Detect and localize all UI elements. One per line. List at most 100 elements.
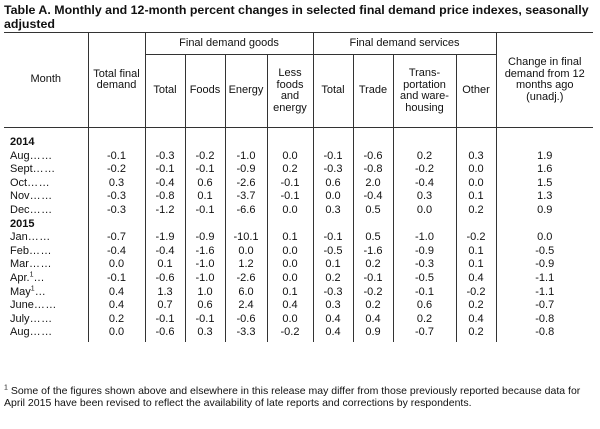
- value-cell: 0.1: [144, 258, 185, 272]
- table-row: Sept…… -0.2 -0.1 -0.1 -0.9 0.2 -0.3 -0.8 -0.2 0.0…: [4, 163, 593, 177]
- value-cell: 1.0: [184, 285, 225, 300]
- year-label: 2014: [10, 136, 35, 148]
- value-cell: -0.2: [87, 163, 145, 177]
- header-change-12-months: Change in final demand from 12 months ag…: [495, 32, 593, 128]
- value-cell: 0.2: [312, 271, 353, 286]
- value-cell: 0.6: [184, 299, 225, 313]
- value-cell: -0.2: [455, 285, 496, 300]
- month-label: Sept: [10, 163, 33, 176]
- month-label: Mar: [10, 258, 29, 271]
- value-cell: 0.0: [312, 190, 353, 204]
- header-services-other: Other: [455, 54, 496, 128]
- value-cell: 0.5: [352, 231, 393, 245]
- leader-dots: ……: [29, 326, 53, 339]
- empty-cell: [266, 217, 313, 232]
- value-cell: -0.9: [224, 163, 267, 177]
- value-cell: -0.3: [312, 285, 353, 300]
- leader-dots: …: [34, 285, 47, 298]
- empty-cell: [87, 217, 145, 232]
- spacer-cell: [455, 127, 496, 136]
- leader-dots: ……: [29, 149, 53, 162]
- value-cell: -0.1: [184, 163, 225, 177]
- value-cell: 0.6: [392, 299, 456, 313]
- value-cell: -0.2: [352, 285, 393, 300]
- table-title: Table A. Monthly and 12-month percent ch…: [4, 3, 589, 31]
- month-cell: Sept……: [4, 163, 88, 177]
- value-cell: 0.5: [352, 203, 393, 218]
- table-row: Feb…… -0.4 -0.4 -1.6 0.0 0.0 -0.5 -1.6 -0.9 0.1 -0…: [4, 244, 593, 259]
- value-cell: -0.4: [87, 244, 145, 259]
- value-cell: -0.2: [266, 326, 313, 342]
- value-cell: -0.1: [312, 149, 353, 164]
- leader-dots: ……: [27, 176, 51, 189]
- footnote-marker: 1: [4, 384, 8, 392]
- value-cell: -1.2: [144, 203, 185, 218]
- table-row: July…… 0.2 -0.1 -0.1 -0.6 0.0 0.4 0.4 0.2 0.4 -0.8: [4, 312, 593, 327]
- value-cell: -0.8: [144, 190, 185, 204]
- header-services-group: Final demand services: [312, 32, 496, 55]
- month-cell: Aug……: [4, 326, 88, 342]
- spacer-cell: [266, 127, 313, 136]
- empty-cell: [312, 136, 353, 150]
- value-cell: -0.2: [392, 163, 456, 177]
- value-cell: 0.7: [144, 299, 185, 313]
- header-month: Month: [4, 32, 88, 128]
- value-cell: 0.0: [266, 258, 313, 272]
- empty-cell: [455, 217, 496, 232]
- year-row: 2015: [4, 217, 593, 232]
- value-cell: -0.1: [266, 176, 313, 191]
- value-cell: 0.4: [266, 299, 313, 313]
- header-goods-less-foods-energy: Less foods and energy: [266, 54, 313, 128]
- value-cell: 0.0: [266, 271, 313, 286]
- value-cell: 1.5: [495, 176, 593, 191]
- header-goods-group: Final demand goods: [144, 32, 313, 55]
- spacer-cell: [224, 127, 267, 136]
- value-cell: -0.2: [184, 149, 225, 164]
- value-cell: -6.6: [224, 203, 267, 218]
- value-cell: 1.6: [495, 163, 593, 177]
- value-cell: 0.4: [352, 312, 393, 327]
- value-cell: -3.3: [224, 326, 267, 342]
- value-cell: 0.2: [87, 312, 145, 327]
- value-cell: -0.3: [392, 258, 456, 272]
- year-row: 2014: [4, 136, 593, 150]
- value-cell: -0.2: [455, 231, 496, 245]
- leader-dots: ……: [33, 299, 57, 312]
- month-label: June: [10, 299, 34, 312]
- value-cell: -0.7: [392, 326, 456, 342]
- empty-cell: [495, 217, 593, 232]
- value-cell: -0.5: [312, 244, 353, 259]
- value-cell: -1.1: [495, 285, 593, 300]
- month-cell: Aug……: [4, 150, 88, 164]
- month-label: July: [10, 312, 30, 325]
- month-label: Nov: [10, 190, 30, 203]
- empty-cell: [392, 217, 456, 232]
- value-cell: 0.3: [312, 299, 353, 313]
- value-cell: -0.8: [495, 326, 593, 342]
- value-cell: -1.6: [352, 244, 393, 259]
- empty-cell: [312, 217, 353, 232]
- value-cell: -1.0: [184, 258, 225, 272]
- empty-cell: [224, 217, 267, 232]
- value-cell: -0.8: [352, 163, 393, 177]
- value-cell: 0.4: [87, 285, 145, 300]
- table-row: Aug…… 0.0 -0.6 0.3 -3.3 -0.2 0.4 0.9 -0.7 0.2 -0.8: [4, 326, 593, 342]
- header-total-final-demand: Total final demand: [87, 32, 145, 128]
- month-cell: June……: [4, 299, 88, 313]
- value-cell: -0.3: [312, 163, 353, 177]
- empty-cell: [224, 136, 267, 150]
- leader-dots: ……: [29, 312, 53, 325]
- empty-cell: [87, 136, 145, 150]
- month-cell: Dec……: [4, 204, 88, 218]
- spacer-cell: [4, 128, 88, 137]
- value-cell: 1.2: [224, 258, 267, 272]
- value-cell: 0.2: [392, 149, 456, 164]
- footnote-ref: 1: [29, 271, 34, 279]
- value-cell: 0.4: [312, 326, 353, 342]
- value-cell: 0.3: [312, 203, 353, 218]
- month-cell: July……: [4, 313, 88, 327]
- value-cell: 0.6: [312, 176, 353, 191]
- month-label: Apr.: [10, 271, 30, 284]
- month-label: Aug: [10, 326, 30, 339]
- value-cell: 0.4: [455, 312, 496, 327]
